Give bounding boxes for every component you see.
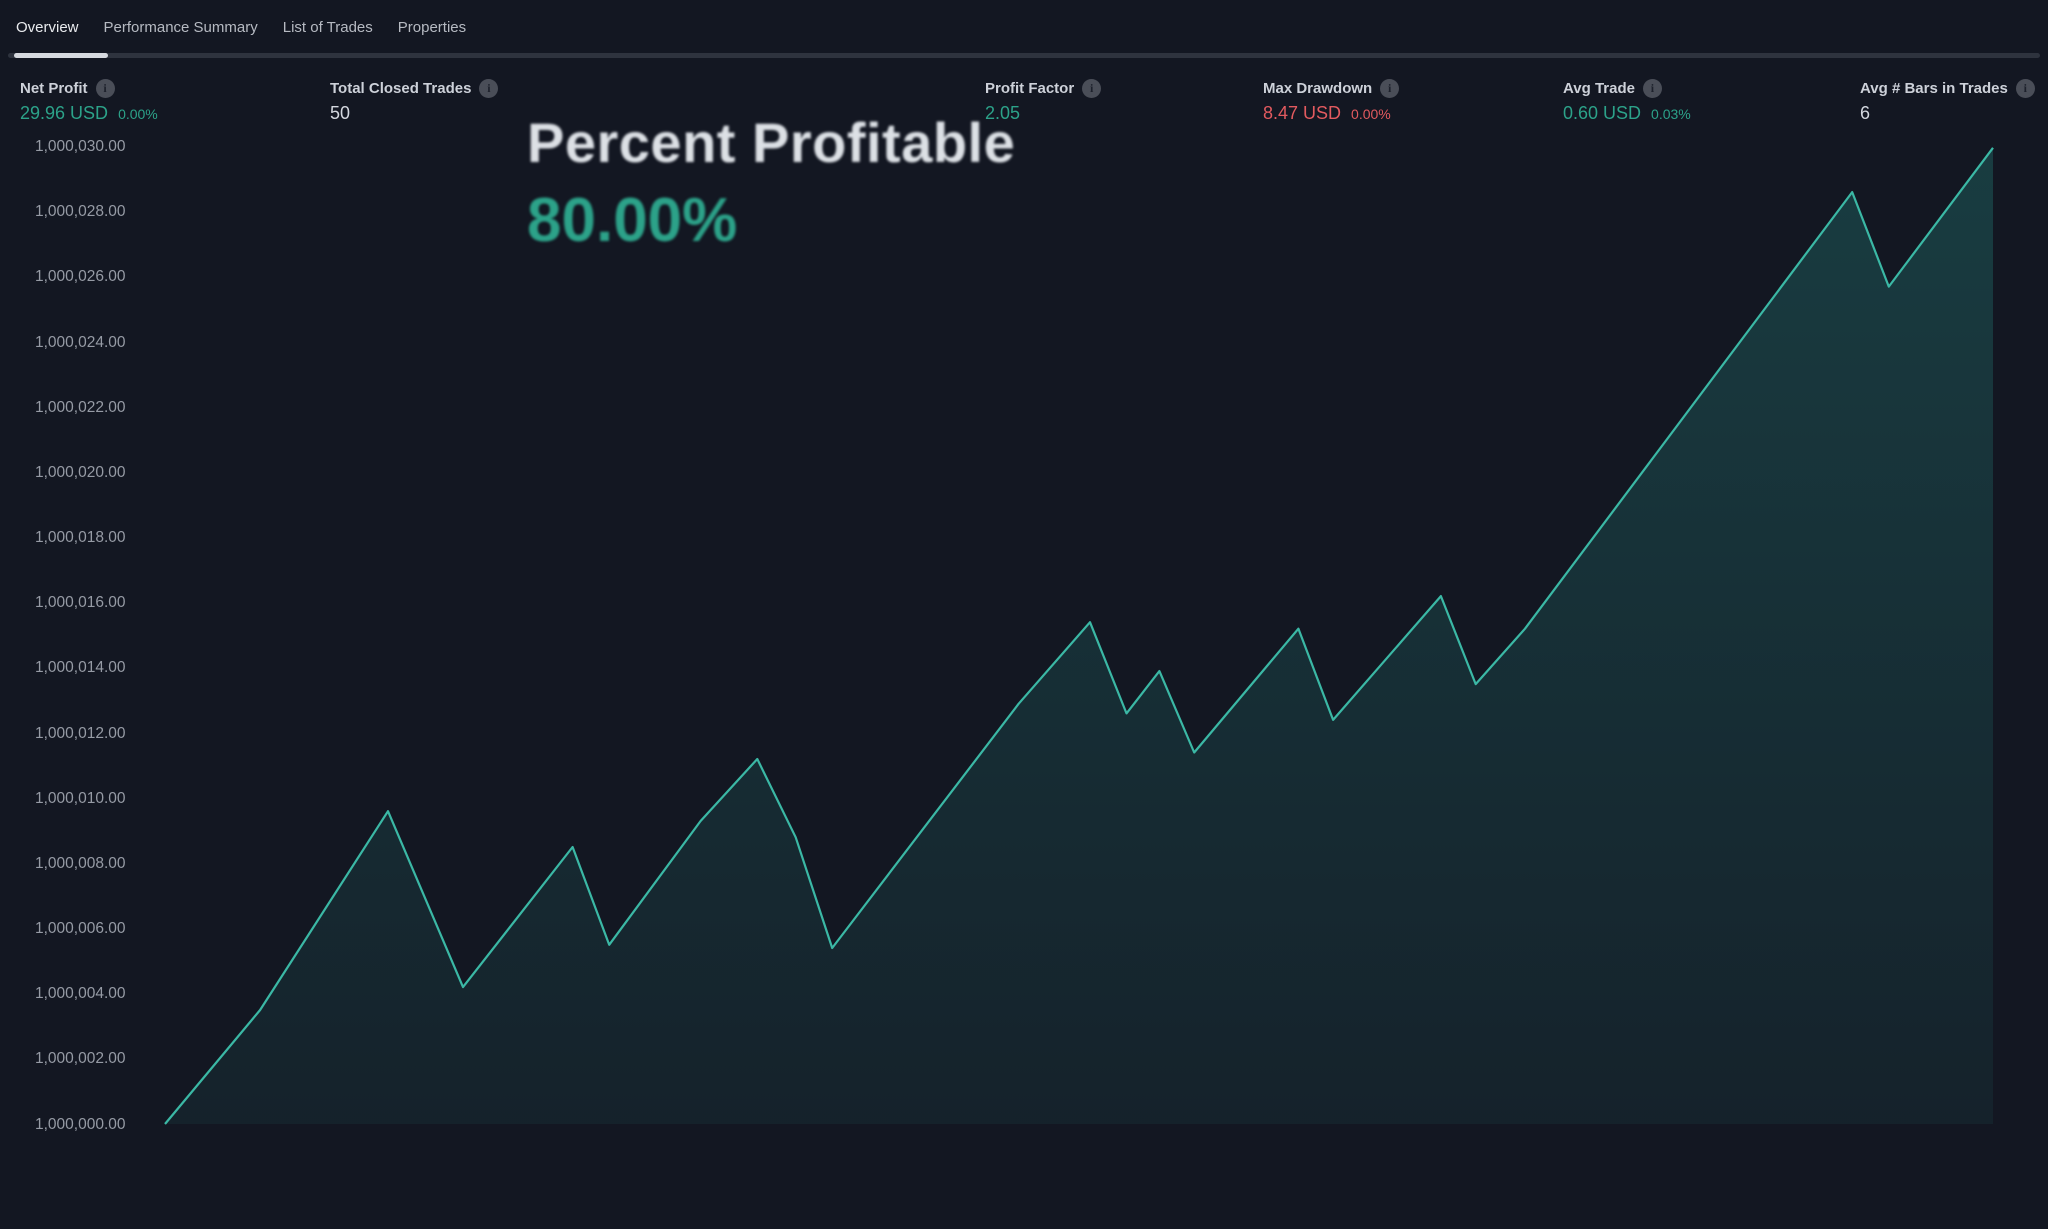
stat-percent: 0.00%	[1351, 106, 1391, 122]
y-axis-tick-label: 1,000,028.00	[35, 203, 126, 221]
stat-value: 50	[330, 103, 351, 123]
tab-properties[interactable]: Properties	[397, 18, 467, 36]
y-axis-tick-label: 1,000,004.00	[35, 985, 126, 1003]
y-axis-tick-label: 1,000,024.00	[35, 333, 126, 351]
stat-percent: 0.03%	[1651, 106, 1691, 122]
stat-value: 29.96 USD	[20, 103, 109, 123]
stat-value: 8.47 USD	[1263, 103, 1342, 123]
stat-label: Net Profit	[20, 79, 88, 97]
tab-scrollbar-thumb[interactable]	[14, 53, 108, 58]
y-axis-tick-label: 1,000,020.00	[35, 463, 126, 481]
y-axis-tick-label: 1,000,006.00	[35, 920, 126, 937]
stat-max-drawdown: Max Drawdown 8.47 USD 0.00%	[1263, 78, 1400, 127]
stat-percent: 0.00%	[118, 106, 158, 122]
info-icon[interactable]	[1642, 78, 1662, 98]
stat-avg-bars-in-trades: Avg # Bars in Trades 6	[1860, 78, 2035, 127]
stat-profit-factor: Profit Factor 2.05	[985, 78, 1102, 127]
y-axis-tick-label: 1,000,010.00	[35, 789, 126, 807]
tab-list-of-trades[interactable]: List of Trades	[282, 18, 373, 36]
stat-net-profit: Net Profit 29.96 USD 0.00%	[20, 78, 158, 127]
y-axis-tick-label: 1,000,008.00	[35, 854, 126, 872]
tab-overview[interactable]: Overview	[16, 18, 79, 36]
stat-total-closed-trades: Total Closed Trades 50	[330, 78, 499, 127]
stat-label: Profit Factor	[985, 79, 1075, 97]
stat-label: Max Drawdown	[1263, 79, 1373, 97]
info-icon[interactable]	[479, 78, 499, 98]
stat-label: Total Closed Trades	[330, 79, 472, 97]
y-axis-tick-label: 1,000,012.00	[35, 724, 126, 742]
y-axis-tick-label: 1,000,016.00	[35, 594, 126, 612]
stat-value: 6	[1860, 103, 1871, 123]
y-axis-tick-label: 1,000,014.00	[35, 659, 126, 677]
info-icon[interactable]	[1380, 78, 1400, 98]
stat-value: 2.05	[985, 103, 1021, 123]
stat-label: Avg Trade	[1563, 79, 1635, 97]
tab-bar: Overview Performance Summary List of Tra…	[16, 12, 466, 42]
y-axis-tick-label: 1,000,000.00	[35, 1115, 126, 1133]
info-icon[interactable]	[1082, 78, 1102, 98]
y-axis-tick-label: 1,000,022.00	[35, 398, 126, 416]
y-axis-tick-label: 1,000,002.00	[35, 1050, 126, 1068]
stat-avg-trade: Avg Trade 0.60 USD 0.03%	[1563, 78, 1691, 127]
info-icon[interactable]	[2015, 78, 2035, 98]
info-icon[interactable]	[95, 78, 115, 98]
tab-performance-summary[interactable]: Performance Summary	[103, 18, 258, 36]
equity-line	[164, 147, 1994, 1125]
tab-scrollbar-track[interactable]	[8, 53, 2040, 58]
y-axis-tick-label: 1,000,018.00	[35, 529, 126, 546]
y-axis-tick-label: 1,000,030.00	[35, 137, 126, 155]
y-axis-tick-label: 1,000,026.00	[35, 268, 126, 286]
stat-value: 0.60 USD	[1563, 103, 1642, 123]
stat-label: Avg # Bars in Trades	[1860, 79, 2008, 97]
